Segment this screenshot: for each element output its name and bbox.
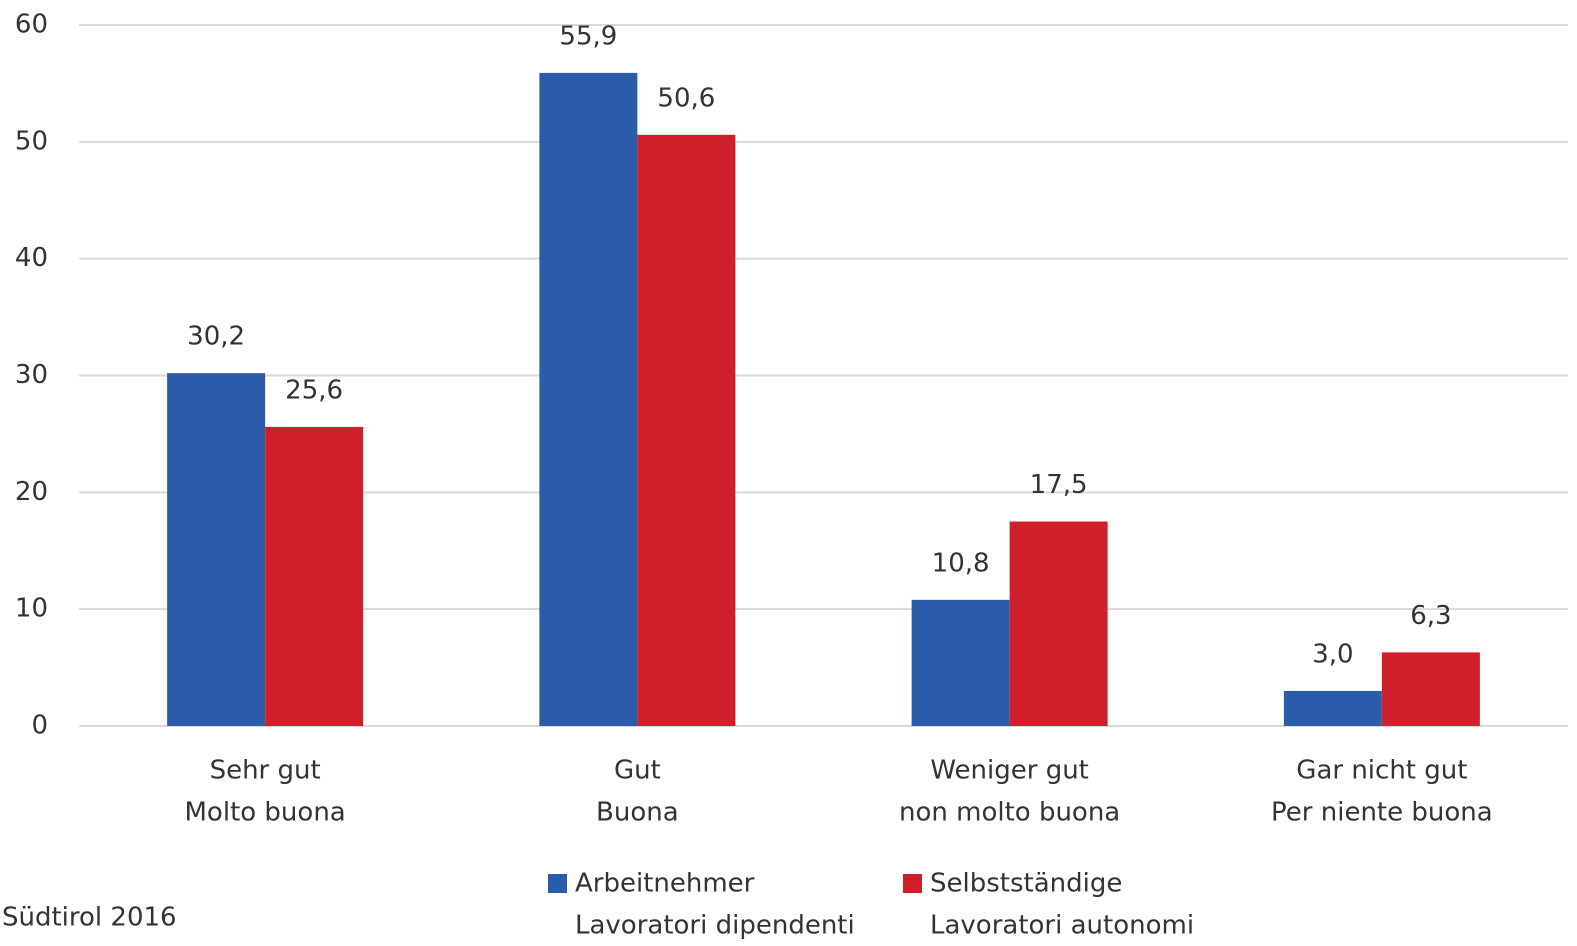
note: Südtirol 2016 (2, 903, 177, 933)
value-label: 30,2 (187, 322, 245, 352)
y-tick-label: 0 (31, 711, 48, 741)
x-tick-label: Gut (614, 756, 661, 786)
y-tick-label: 40 (15, 243, 48, 273)
value-label: 3,0 (1312, 639, 1353, 669)
y-tick-label: 20 (15, 477, 48, 507)
legend-label: Selbstständige (930, 869, 1122, 899)
bar (1283, 690, 1382, 726)
value-label: 17,5 (1030, 470, 1088, 500)
value-label: 50,6 (657, 83, 715, 113)
value-label: 25,6 (285, 375, 343, 405)
legend-label: Lavoratori autonomi (930, 911, 1194, 941)
bar (1009, 521, 1108, 726)
bar (1381, 652, 1480, 726)
x-tick-label: Gar nicht gut (1296, 756, 1467, 786)
bar (167, 373, 266, 726)
bar (539, 72, 638, 726)
y-tick-label: 60 (15, 10, 48, 40)
y-tick-label: 50 (15, 126, 48, 156)
value-label: 55,9 (559, 21, 617, 51)
bar (911, 599, 1010, 726)
x-tick-label: non molto buona (899, 798, 1120, 828)
value-label: 10,8 (932, 548, 990, 578)
legend-label: Arbeitnehmer (575, 869, 755, 899)
x-tick-label: Sehr gut (210, 756, 321, 786)
bar (637, 134, 736, 726)
x-tick-label: Per niente buona (1271, 798, 1493, 828)
bar (265, 426, 364, 726)
x-tick-label: Molto buona (185, 798, 346, 828)
legend-swatch (548, 874, 567, 893)
y-tick-label: 10 (15, 594, 48, 624)
value-label: 6,3 (1410, 601, 1451, 631)
x-tick-label: Buona (596, 798, 679, 828)
legend-label: Lavoratori dipendenti (575, 911, 855, 941)
y-tick-label: 30 (15, 360, 48, 390)
x-tick-label: Weniger gut (930, 756, 1089, 786)
legend-swatch (903, 874, 922, 893)
